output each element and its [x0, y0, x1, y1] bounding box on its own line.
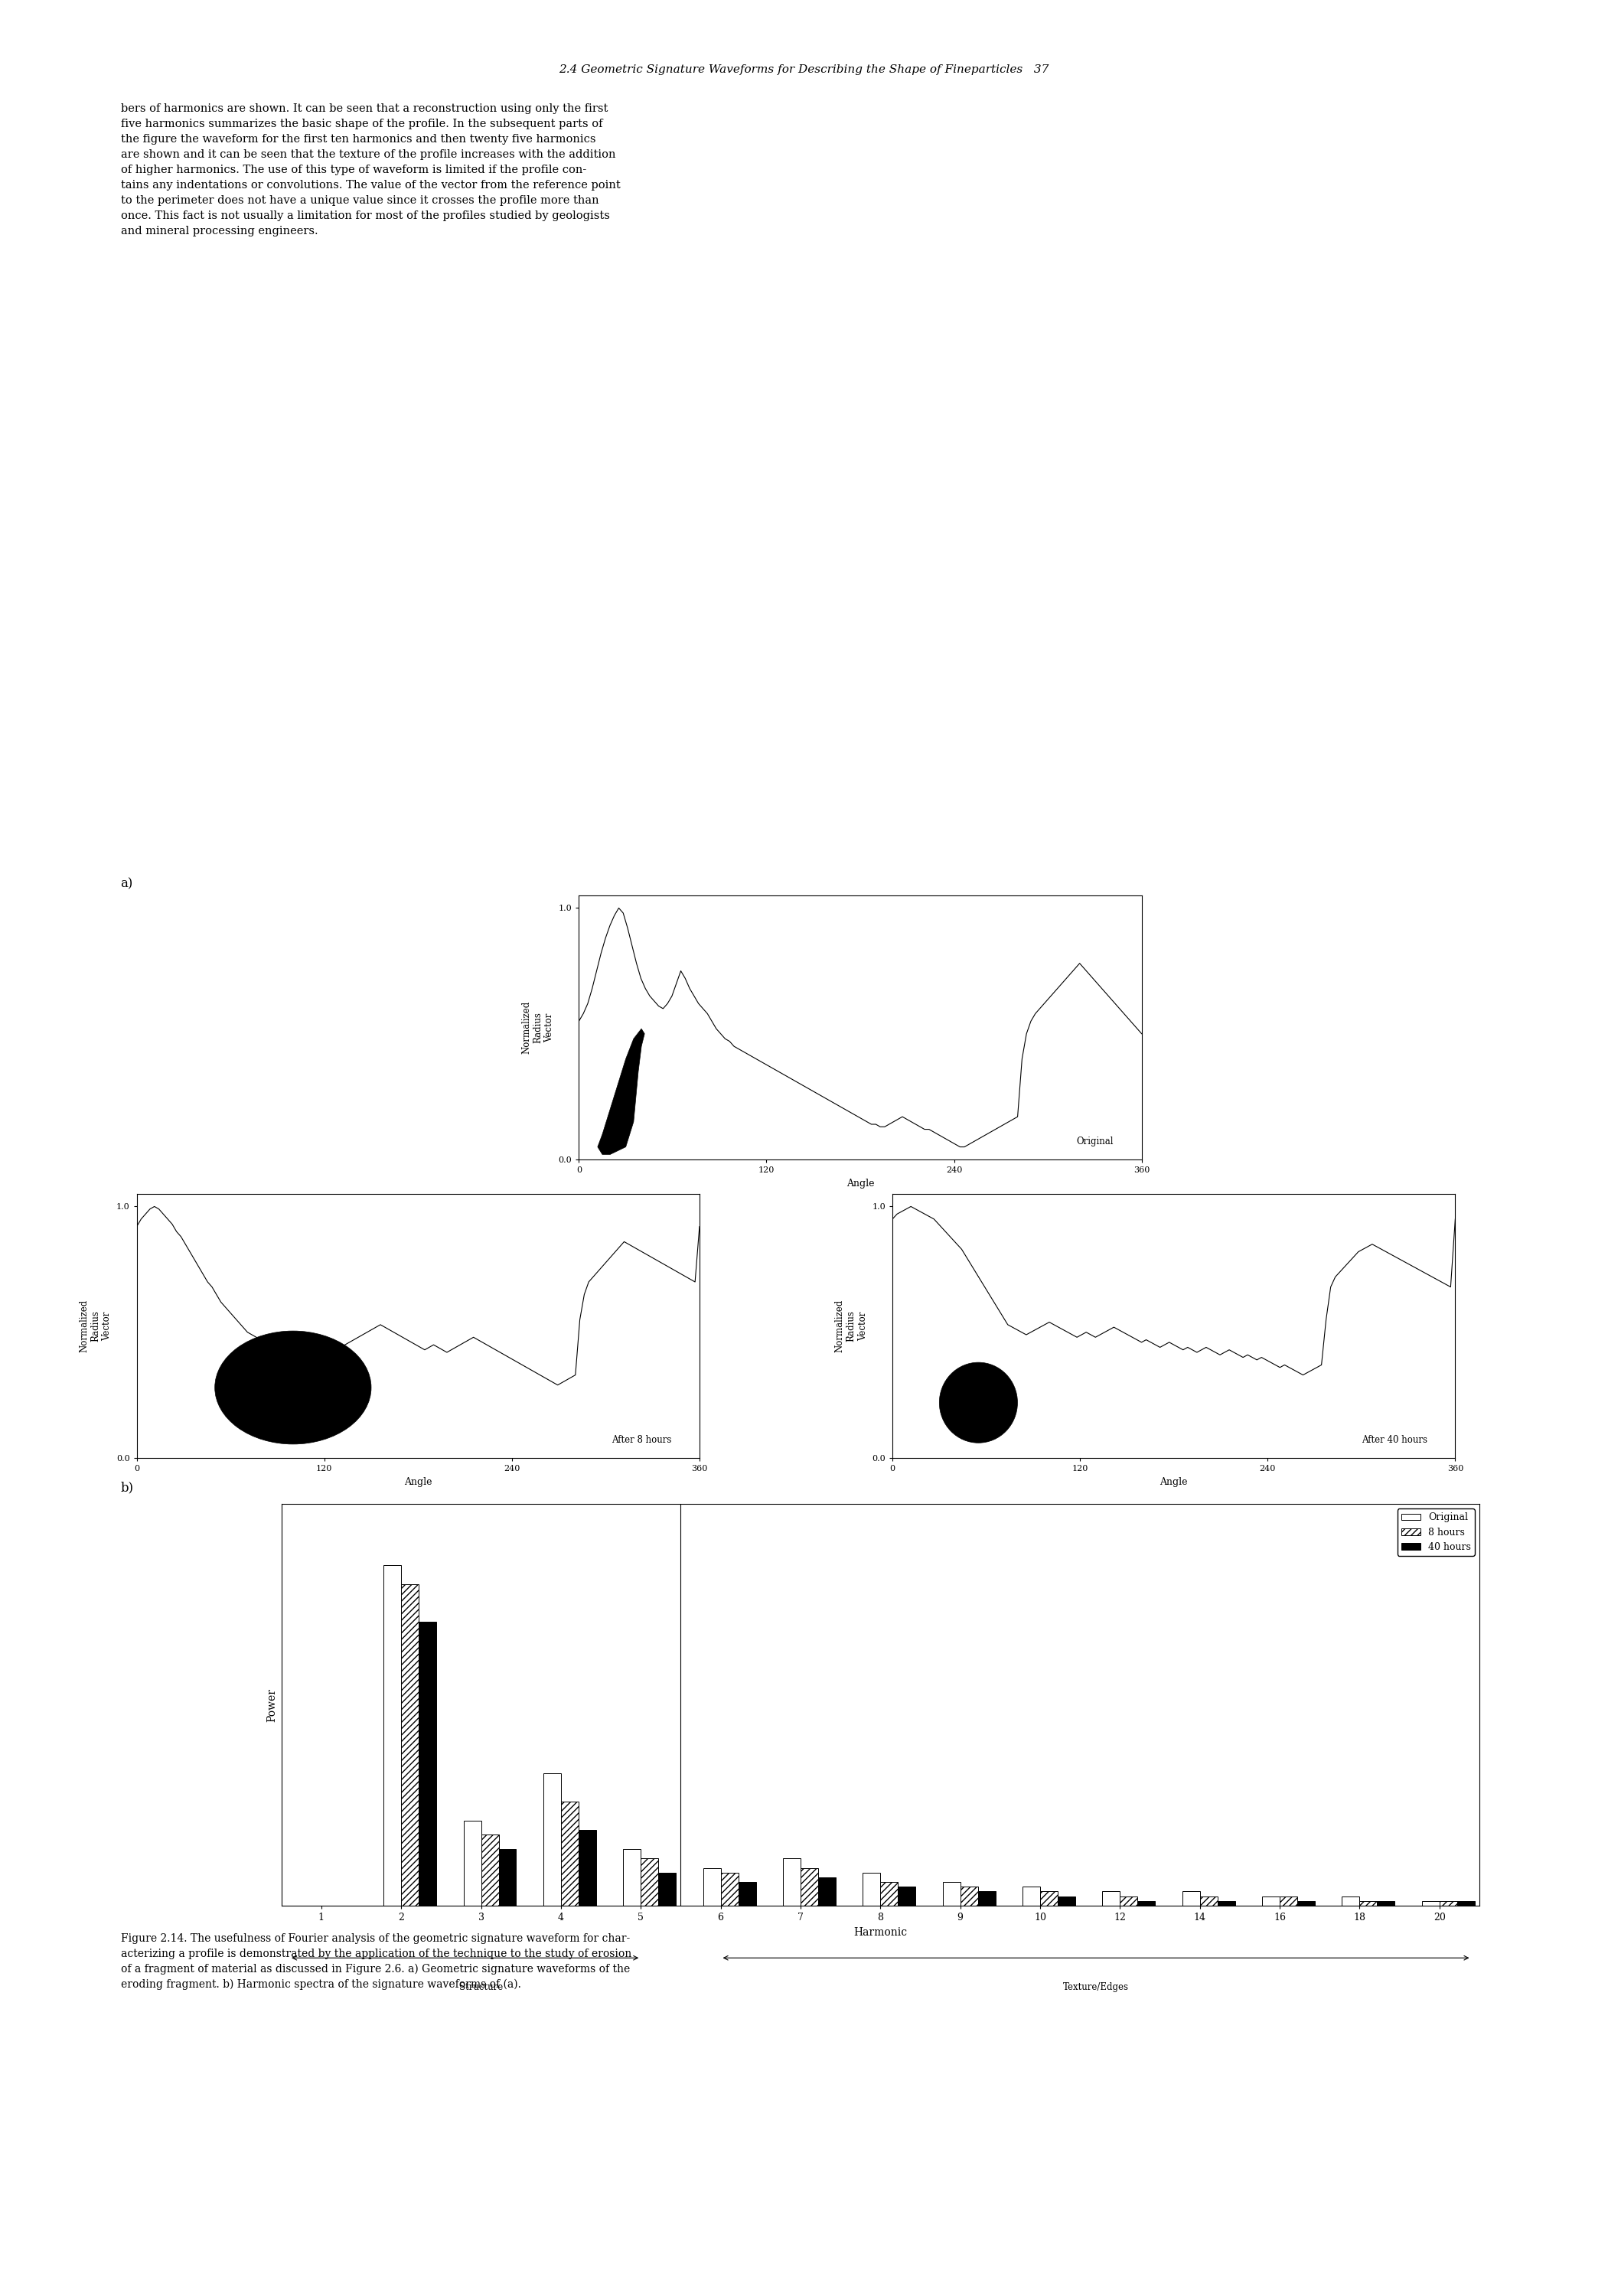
Bar	[738, 1883, 756, 1906]
Bar	[1457, 1901, 1475, 1906]
Bar	[1217, 1901, 1235, 1906]
Text: Texture/Edges: Texture/Edges	[1063, 1981, 1129, 1993]
Y-axis label: Normalized
Radius
Vector: Normalized Radius Vector	[79, 1300, 113, 1352]
Polygon shape	[598, 1029, 645, 1155]
Bar	[1200, 1896, 1217, 1906]
X-axis label: Harmonic: Harmonic	[854, 1926, 907, 1938]
Bar	[481, 1835, 498, 1906]
Bar	[463, 1821, 481, 1906]
Bar	[818, 1878, 836, 1906]
Y-axis label: Normalized
Radius
Vector: Normalized Radius Vector	[835, 1300, 868, 1352]
X-axis label: Angle: Angle	[1159, 1476, 1188, 1488]
Bar	[863, 1874, 881, 1906]
Ellipse shape	[939, 1362, 1018, 1442]
Bar	[978, 1892, 995, 1906]
Bar	[561, 1802, 579, 1906]
Bar	[579, 1830, 597, 1906]
Ellipse shape	[215, 1332, 371, 1444]
Text: After 8 hours: After 8 hours	[611, 1435, 671, 1444]
Bar	[960, 1887, 978, 1906]
Bar	[1376, 1901, 1394, 1906]
Text: 2.4 Geometric Signature Waveforms for Describing the Shape of Fineparticles   37: 2.4 Geometric Signature Waveforms for De…	[560, 64, 1048, 76]
Bar	[1023, 1887, 1040, 1906]
Bar	[1182, 1892, 1200, 1906]
Bar	[400, 1584, 418, 1906]
Bar	[418, 1621, 436, 1906]
Bar	[1262, 1896, 1280, 1906]
Bar	[783, 1857, 801, 1906]
Bar	[801, 1869, 818, 1906]
Text: bers of harmonics are shown. It can be seen that a reconstruction using only the: bers of harmonics are shown. It can be s…	[121, 103, 621, 236]
Text: Structure: Structure	[460, 1981, 503, 1993]
Bar	[1280, 1896, 1298, 1906]
X-axis label: Angle: Angle	[404, 1476, 433, 1488]
Bar	[1058, 1896, 1076, 1906]
Legend: Original, 8 hours, 40 hours: Original, 8 hours, 40 hours	[1397, 1508, 1475, 1557]
Bar	[703, 1869, 720, 1906]
Y-axis label: Power: Power	[267, 1688, 277, 1722]
Bar	[624, 1848, 640, 1906]
Bar	[1040, 1892, 1058, 1906]
Text: Original: Original	[1076, 1137, 1113, 1146]
Bar	[1119, 1896, 1137, 1906]
X-axis label: Angle: Angle	[846, 1178, 875, 1189]
Bar	[658, 1874, 675, 1906]
Bar	[1439, 1901, 1457, 1906]
Bar	[544, 1773, 561, 1906]
Bar	[1421, 1901, 1439, 1906]
Bar	[881, 1883, 897, 1906]
Bar	[942, 1883, 960, 1906]
Text: a): a)	[121, 877, 133, 891]
Bar	[640, 1857, 658, 1906]
Bar	[1103, 1892, 1119, 1906]
Bar	[1137, 1901, 1155, 1906]
Text: Figure 2.14. The usefulness of Fourier analysis of the geometric signature wavef: Figure 2.14. The usefulness of Fourier a…	[121, 1933, 632, 1991]
Text: b): b)	[121, 1481, 133, 1495]
Bar	[1343, 1896, 1359, 1906]
Bar	[384, 1566, 400, 1906]
Y-axis label: Normalized
Radius
Vector: Normalized Radius Vector	[521, 1001, 555, 1054]
Bar	[1298, 1901, 1315, 1906]
Bar	[720, 1874, 738, 1906]
Bar	[897, 1887, 915, 1906]
Bar	[498, 1848, 516, 1906]
Bar	[1359, 1901, 1376, 1906]
Text: After 40 hours: After 40 hours	[1362, 1435, 1426, 1444]
